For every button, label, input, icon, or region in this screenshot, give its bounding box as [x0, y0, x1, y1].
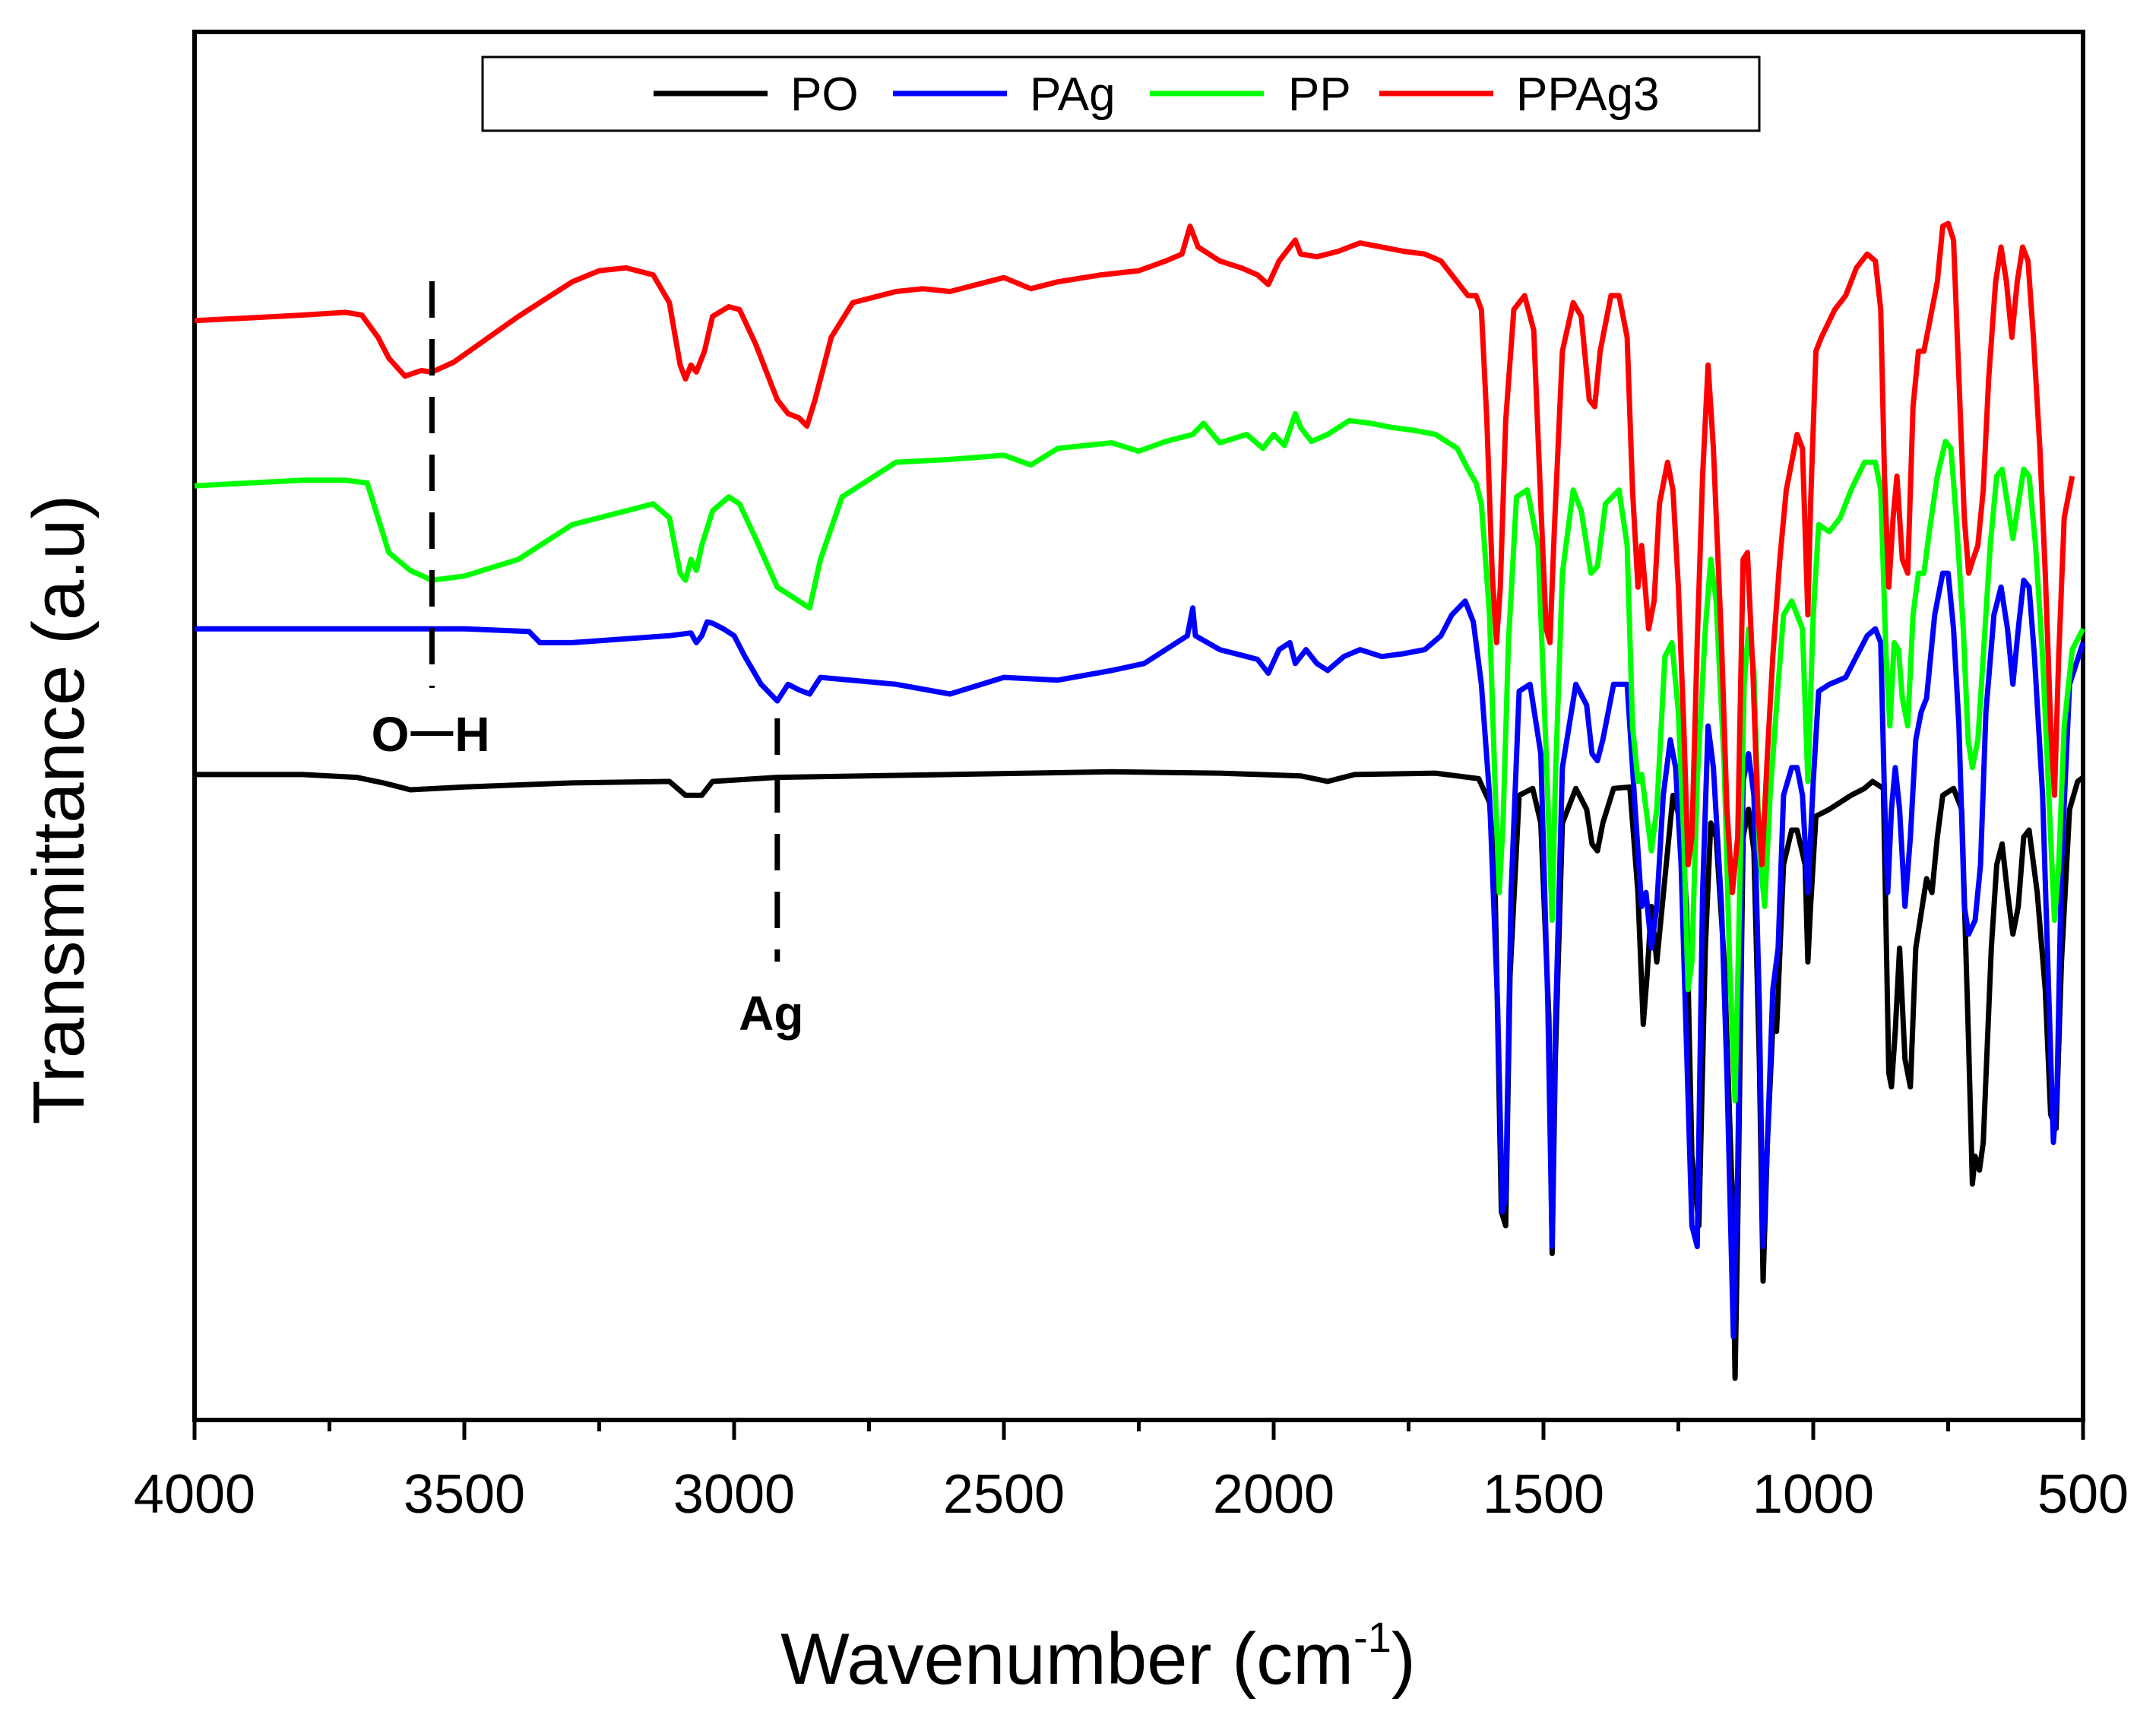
- x-axis: 4000 3500 3000 2500 2000 1500 1000 500: [134, 1420, 2129, 1525]
- x-axis-title-close: ): [1391, 1618, 1416, 1700]
- x-tick-label: 3500: [404, 1464, 525, 1525]
- series-line-pag: [195, 570, 2086, 1339]
- series-group: [194, 220, 2086, 1381]
- x-tick-label: 4000: [134, 1464, 255, 1525]
- ag-label: Ag: [739, 986, 803, 1041]
- y-axis-title: Transmittance (a.u): [18, 495, 100, 1125]
- x-axis-title-sup: -1: [1353, 1613, 1391, 1661]
- legend-label-pag: PAg: [1030, 68, 1116, 121]
- legend-label-po: PO: [790, 68, 859, 121]
- x-tick-label: 2500: [943, 1464, 1065, 1525]
- x-tick-label: 2000: [1213, 1464, 1334, 1525]
- legend-label-pp: PP: [1288, 68, 1351, 121]
- x-tick-label: 500: [2037, 1464, 2129, 1525]
- oh-label-o: O: [372, 707, 410, 762]
- x-tick-label: 1000: [1752, 1464, 1874, 1525]
- x-tick-label: 1500: [1483, 1464, 1604, 1525]
- series-line-po: [195, 769, 2085, 1381]
- series-line-pp: [194, 410, 2086, 1104]
- legend-label-ppag3: PPAg3: [1516, 68, 1659, 121]
- series-line-ppag3: [194, 220, 2075, 895]
- x-tick-label: 3000: [673, 1464, 795, 1525]
- annotations: O H Ag: [372, 281, 803, 1041]
- x-axis-title: Wavenumber (cm-1): [780, 1613, 1416, 1700]
- x-axis-title-main: Wavenumber (cm: [780, 1618, 1353, 1700]
- oh-label-h: H: [454, 707, 489, 762]
- legend: PO PAg PP PPAg3: [481, 55, 1761, 132]
